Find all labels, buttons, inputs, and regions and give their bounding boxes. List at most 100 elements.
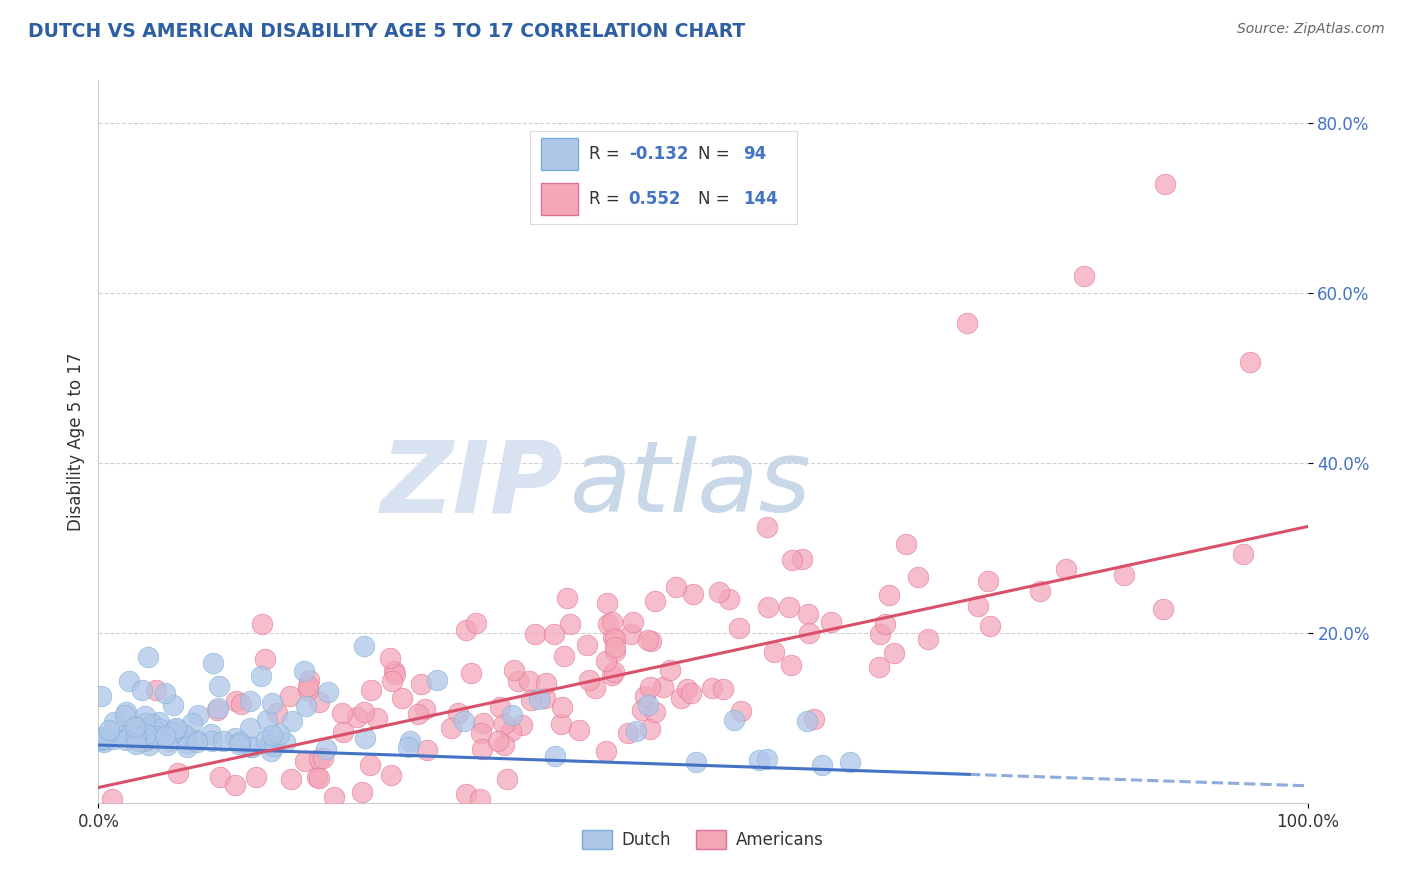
Point — [596, 596, 619, 610]
Point — [127, 734, 149, 748]
Point — [134, 716, 156, 731]
Point — [868, 660, 890, 674]
Point — [496, 772, 519, 786]
Point — [1232, 547, 1254, 561]
Point — [90, 732, 112, 747]
Point — [534, 676, 557, 690]
Point — [125, 731, 148, 745]
Point — [280, 772, 302, 786]
Text: N =: N = — [697, 190, 735, 208]
Point — [1073, 268, 1095, 283]
Point — [426, 673, 449, 687]
Text: 94: 94 — [744, 145, 766, 163]
Point — [644, 594, 666, 608]
Point — [297, 679, 319, 693]
Point — [1054, 562, 1077, 576]
Point — [162, 698, 184, 713]
Point — [550, 717, 572, 731]
Point — [631, 703, 654, 717]
Point — [621, 615, 644, 629]
Point — [520, 693, 543, 707]
Point — [501, 707, 523, 722]
Point — [502, 664, 524, 678]
Point — [640, 634, 662, 648]
Point — [780, 657, 803, 672]
Point — [558, 616, 581, 631]
Point — [595, 654, 617, 668]
Point — [208, 770, 231, 784]
Point — [381, 673, 404, 688]
Point — [172, 728, 194, 742]
Point — [575, 638, 598, 652]
Point — [533, 691, 555, 706]
Text: atlas: atlas — [569, 436, 811, 533]
Point — [155, 729, 177, 743]
Point — [90, 689, 112, 703]
Y-axis label: Disability Age 5 to 17: Disability Age 5 to 17 — [66, 352, 84, 531]
Point — [266, 706, 288, 720]
Point — [229, 698, 252, 712]
Point — [411, 677, 433, 691]
Point — [955, 316, 977, 330]
Point — [756, 600, 779, 615]
Point — [103, 732, 125, 747]
Point — [305, 770, 328, 784]
Point — [295, 698, 318, 713]
Point — [156, 738, 179, 752]
Point — [679, 685, 702, 699]
Point — [966, 599, 988, 613]
Point — [396, 740, 419, 755]
Point — [315, 741, 337, 756]
Point — [167, 766, 190, 780]
Point — [717, 591, 740, 606]
Point — [529, 692, 551, 706]
Point — [1152, 602, 1174, 616]
Point — [118, 673, 141, 688]
Point — [257, 737, 280, 751]
Point — [778, 599, 800, 614]
Point — [917, 632, 939, 647]
Point — [763, 644, 786, 658]
Point — [578, 673, 600, 687]
Point — [550, 699, 572, 714]
Text: N =: N = — [697, 145, 735, 163]
Point — [669, 690, 692, 705]
Point — [380, 768, 402, 782]
Point — [125, 720, 148, 734]
Point — [172, 728, 194, 742]
Point — [796, 607, 818, 621]
Point — [756, 752, 779, 766]
Point — [568, 723, 591, 738]
Point — [97, 723, 120, 737]
Point — [238, 694, 260, 708]
Point — [1029, 584, 1052, 599]
Point — [447, 706, 470, 720]
Point — [297, 682, 319, 697]
Text: Source: ZipAtlas.com: Source: ZipAtlas.com — [1237, 22, 1385, 37]
Point — [413, 701, 436, 715]
Point — [617, 726, 640, 740]
Point — [176, 736, 198, 750]
Point — [1112, 567, 1135, 582]
Point — [292, 664, 315, 678]
Point — [93, 735, 115, 749]
Point — [644, 705, 666, 719]
Point — [346, 710, 368, 724]
Point — [780, 552, 803, 566]
Text: ZIP: ZIP — [381, 436, 564, 533]
Point — [637, 698, 659, 713]
Point — [202, 656, 225, 670]
Point — [114, 708, 136, 723]
Point — [350, 785, 373, 799]
Point — [519, 673, 541, 688]
Point — [811, 757, 834, 772]
Point — [90, 730, 112, 744]
Point — [659, 663, 682, 677]
Point — [624, 723, 647, 738]
Text: R =: R = — [589, 190, 624, 208]
Point — [186, 735, 208, 749]
Point — [707, 585, 730, 599]
Point — [796, 714, 818, 728]
Point — [93, 731, 115, 746]
Point — [143, 729, 166, 743]
